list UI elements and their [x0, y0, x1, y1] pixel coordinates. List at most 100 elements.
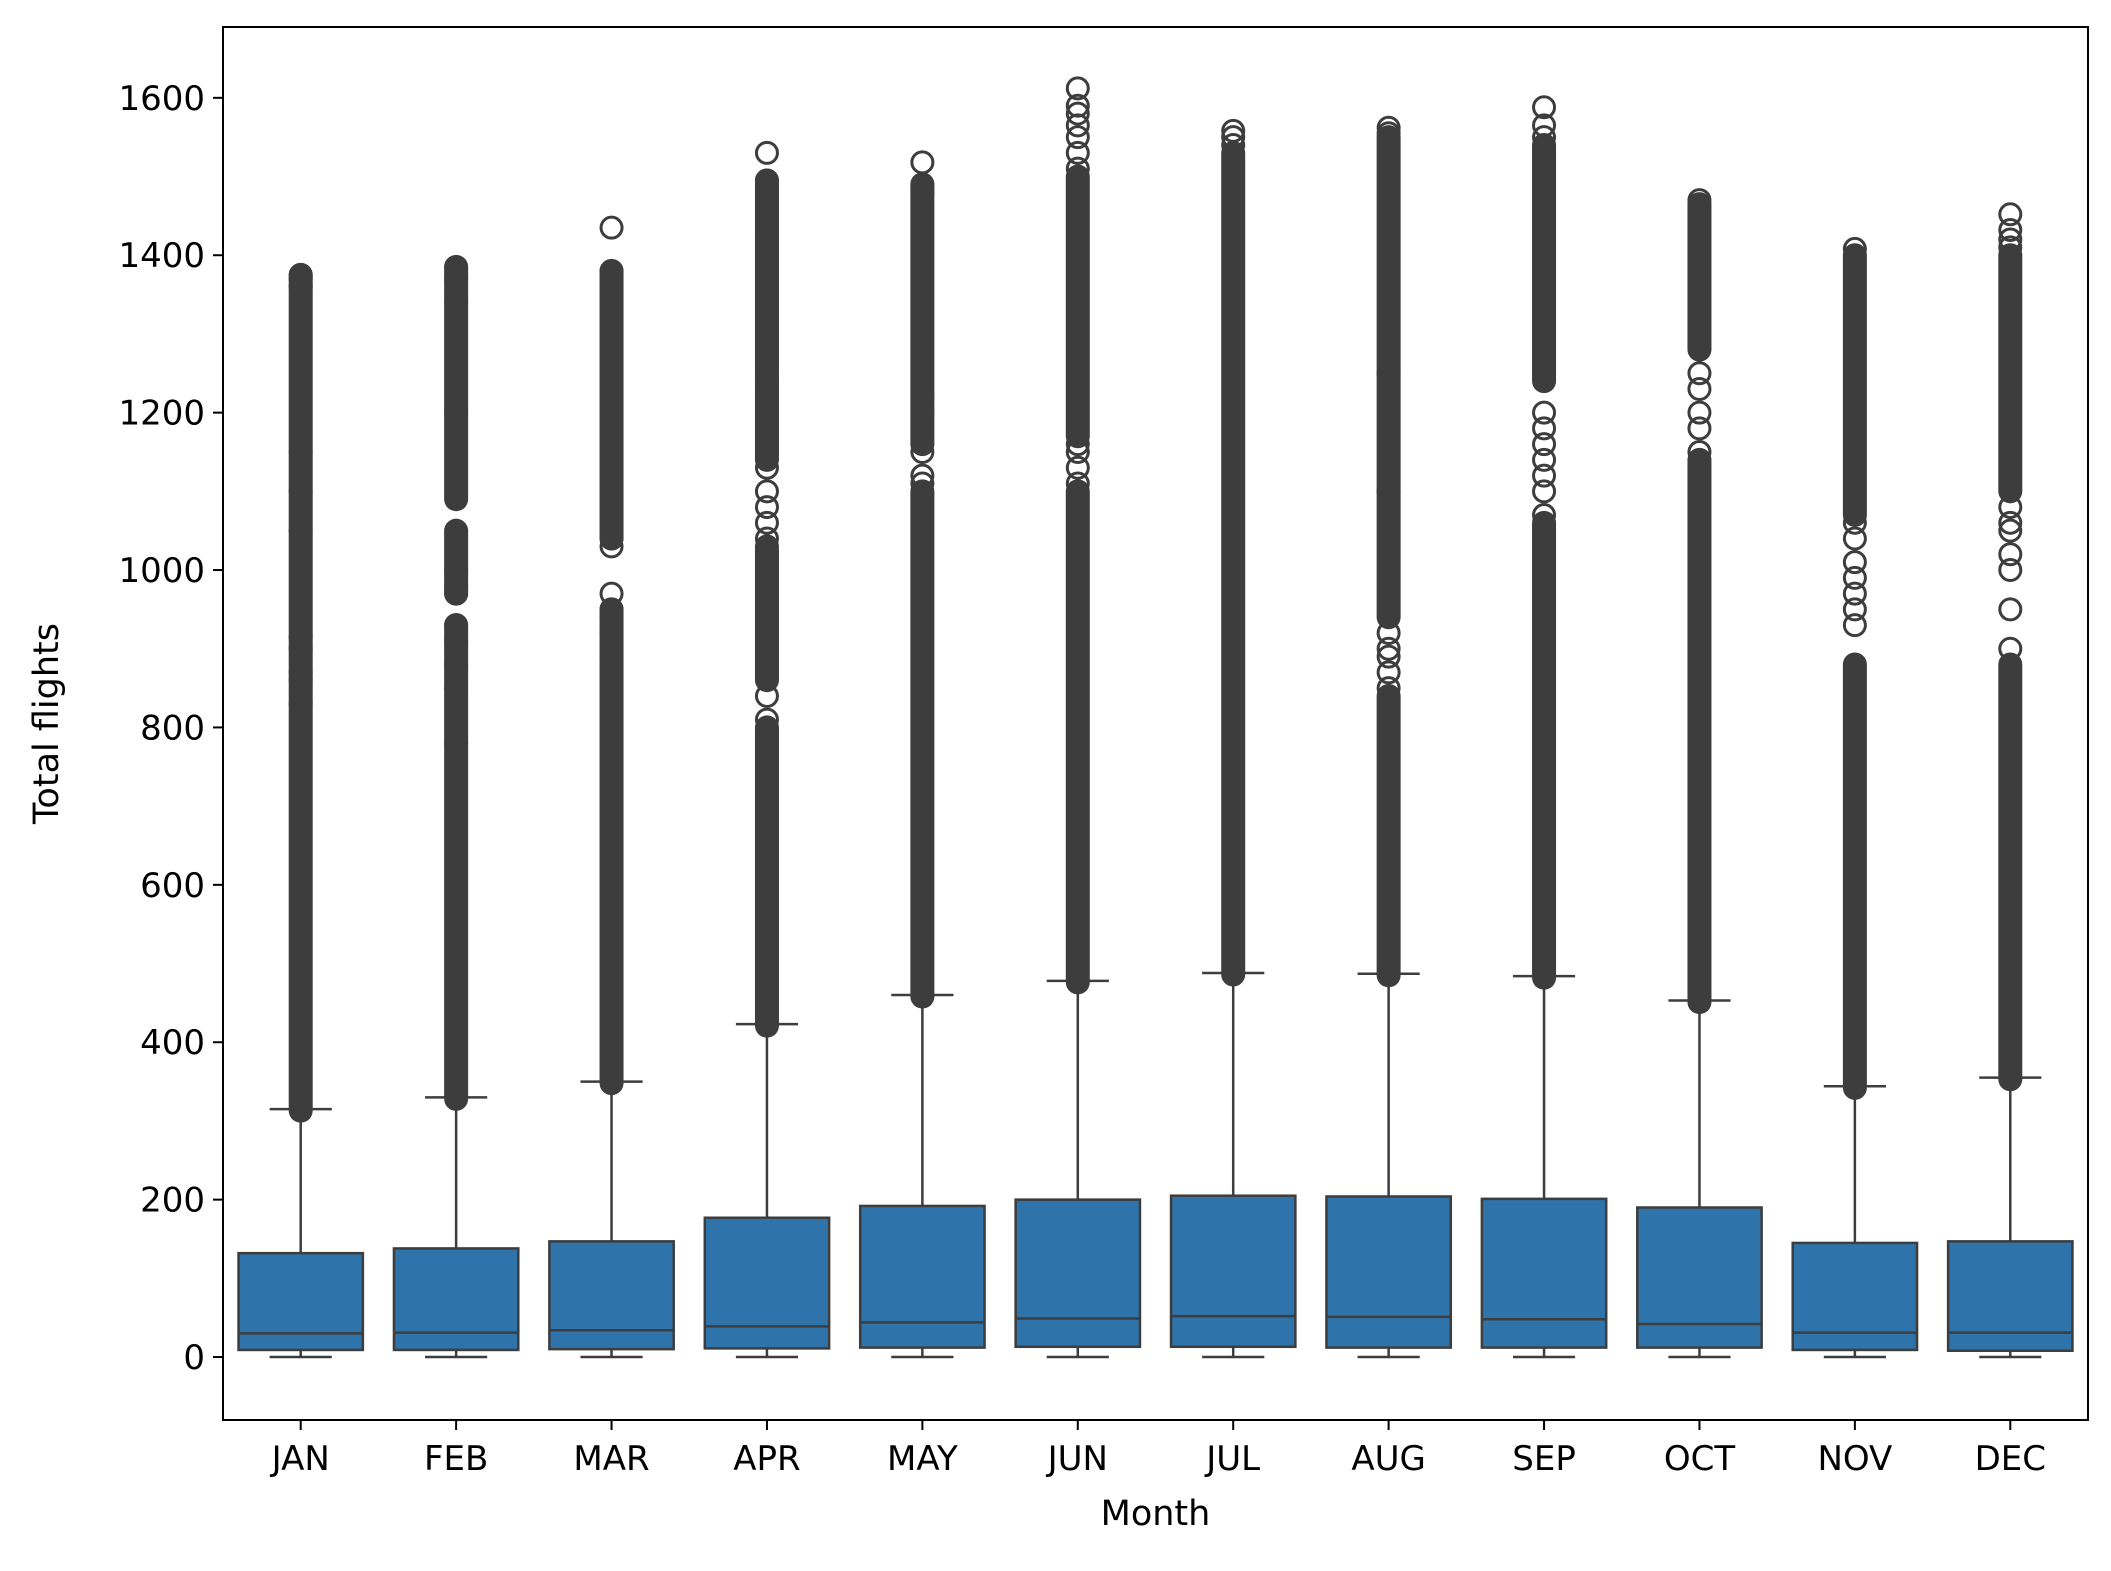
outlier-point [1532, 463, 1557, 488]
y-tick-label: 800 [140, 708, 205, 748]
outlier-point [444, 652, 469, 677]
outlier-point [1532, 113, 1557, 138]
x-tick-label: JAN [270, 1439, 330, 1479]
x-tick-label: NOV [1817, 1439, 1892, 1479]
outlier-cluster [910, 172, 935, 457]
outlier-point [599, 266, 624, 291]
x-tick-label: FEB [424, 1439, 488, 1479]
iqr-box [1636, 1206, 1763, 1349]
outlier-point [444, 676, 469, 701]
outlier-point [1687, 377, 1712, 402]
outlier-point [1532, 400, 1557, 425]
outlier-cluster [1687, 447, 1712, 1015]
outlier-point [754, 140, 779, 165]
outlier-point [1687, 361, 1712, 386]
outlier-point [599, 274, 624, 299]
x-tick-label: JUN [1046, 1439, 1108, 1479]
outlier-point [1842, 613, 1867, 638]
outlier-cluster [1998, 652, 2023, 1092]
outlier-cluster [1842, 652, 1867, 1100]
outlier-point [288, 636, 313, 661]
outlier-cluster [1065, 164, 1090, 449]
iqr-box [1480, 1197, 1608, 1349]
outlier-point [1065, 432, 1090, 457]
outlier-point [1842, 236, 1867, 261]
outlier-point [1998, 510, 2023, 535]
boxes-layer [237, 76, 2074, 1359]
outlier-point [1221, 125, 1246, 150]
outlier-point [754, 707, 779, 732]
outlier-point [599, 581, 624, 606]
outlier-cluster [288, 691, 313, 1123]
outlier-point [288, 624, 313, 649]
outlier-point [1376, 676, 1401, 701]
outlier-point [1376, 479, 1401, 504]
outlier-point [1998, 518, 2023, 543]
box-apr [703, 140, 831, 1359]
outlier-point [1532, 502, 1557, 527]
x-tick-label: MAY [887, 1439, 958, 1479]
box-feb [392, 255, 520, 1359]
outlier-cluster [599, 644, 624, 1096]
outlier-point [288, 518, 313, 543]
outlier-cluster [444, 731, 469, 1111]
y-tick-label: 0 [183, 1338, 205, 1378]
outlier-point [754, 180, 779, 205]
outlier-point [754, 495, 779, 520]
outlier-point [1842, 581, 1867, 606]
outlier-point [754, 683, 779, 708]
box-jun [1014, 76, 1142, 1359]
outlier-point [1065, 471, 1090, 496]
outlier-point [599, 620, 624, 645]
outlier-point [1532, 447, 1557, 472]
outlier-point [754, 526, 779, 551]
outlier-cluster [599, 258, 624, 551]
outlier-cluster [1687, 192, 1712, 362]
y-tick-label: 600 [140, 866, 205, 906]
outlier-point [1376, 115, 1401, 140]
iqr-box [1169, 1194, 1297, 1349]
outlier-cluster [1376, 125, 1401, 630]
outlier-point [444, 628, 469, 653]
outlier-point [754, 455, 779, 480]
outlier-point [444, 400, 469, 425]
y-tick-label: 400 [140, 1023, 205, 1063]
outlier-point [1376, 660, 1401, 685]
outlier-point [754, 510, 779, 535]
iqr-box [1946, 1240, 2074, 1352]
outlier-cluster [1532, 133, 1557, 394]
iqr-box [1791, 1241, 1919, 1352]
outlier-point [910, 400, 935, 425]
outlier-point [1842, 565, 1867, 590]
outlier-point [1065, 156, 1090, 181]
outlier-point [754, 479, 779, 504]
outlier-point [1687, 439, 1712, 464]
x-tick-label: SEP [1512, 1439, 1576, 1479]
outlier-cluster [910, 479, 935, 1009]
outlier-point [1532, 416, 1557, 441]
outlier-point [754, 168, 779, 193]
outlier-point [599, 597, 624, 622]
outlier-point [1998, 558, 2023, 583]
outlier-point [1842, 597, 1867, 622]
outlier-point [1532, 95, 1557, 120]
outlier-point [1998, 227, 2023, 252]
iqr-box [392, 1247, 520, 1352]
outlier-cluster [599, 597, 624, 669]
outlier-point [1842, 550, 1867, 575]
outlier-point [1376, 644, 1401, 669]
outlier-cluster [1221, 140, 1246, 987]
outlier-point [444, 581, 469, 606]
outlier-cluster [1065, 479, 1090, 995]
box-may [858, 150, 986, 1359]
outlier-point [1998, 495, 2023, 520]
outlier-point [910, 471, 935, 496]
outlier-point [288, 479, 313, 504]
box-jul [1169, 118, 1297, 1359]
outlier-cluster [288, 262, 313, 464]
outlier-point [910, 439, 935, 464]
outlier-cluster [754, 715, 779, 1038]
outlier-cluster [754, 534, 779, 693]
outlier-point [1687, 400, 1712, 425]
outlier-cluster [1376, 683, 1401, 988]
